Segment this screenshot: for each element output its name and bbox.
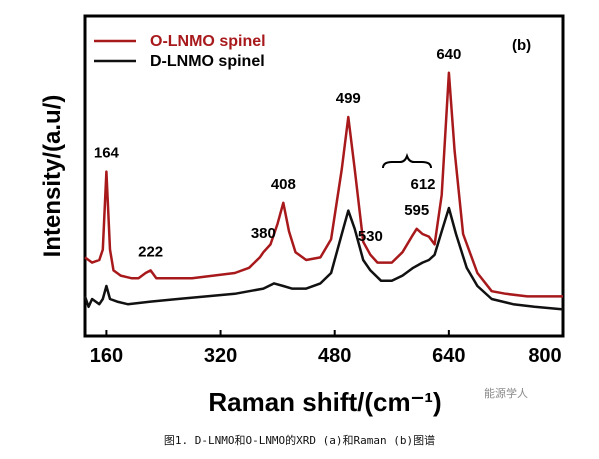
- watermark: 能源学人: [484, 387, 528, 400]
- peak-label-222: 222: [138, 243, 163, 260]
- plot-frame: [83, 14, 565, 338]
- peak-label-595: 595: [404, 202, 429, 219]
- x-tick-label-480: 480: [318, 345, 351, 367]
- peak-label-380: 380: [251, 225, 276, 242]
- x-axis-title: Raman shift/(cm⁻¹): [208, 387, 441, 417]
- peak-label-530: 530: [358, 228, 383, 245]
- y-axis-title: Intensity/(a.u/): [39, 95, 66, 258]
- legend: O-LNMO spinel D-LNMO spinel: [94, 33, 266, 70]
- legend-label-o-lnmo: O-LNMO spinel: [150, 33, 266, 50]
- peak-label-499: 499: [336, 90, 361, 107]
- figure-caption: 图1. D-LNMO和O-LNMO的XRD (a)和Raman (b)图谱: [163, 434, 436, 447]
- legend-label-d-lnmo: D-LNMO spinel: [150, 53, 265, 70]
- peak-label-164: 164: [94, 145, 120, 162]
- panel-label: (b): [512, 37, 531, 54]
- x-tick-label-160: 160: [90, 345, 123, 367]
- series-line-d-lnmo: [83, 206, 564, 311]
- x-tick-label-640: 640: [432, 345, 465, 367]
- peak-label-640: 640: [436, 46, 461, 63]
- x-tick-label-800: 800: [528, 345, 561, 367]
- series-line-o-lnmo: [84, 71, 563, 298]
- peak-label-408: 408: [271, 176, 296, 193]
- x-axis: 160 320 480 640 800: [90, 330, 564, 367]
- series-lines: [83, 71, 564, 311]
- peak-labels: 164 222 380 408 499 530 595 640: [94, 46, 461, 261]
- x-tick-label-320: 320: [204, 345, 237, 367]
- bracket: [382, 152, 432, 169]
- bracket-label: 612: [410, 176, 435, 193]
